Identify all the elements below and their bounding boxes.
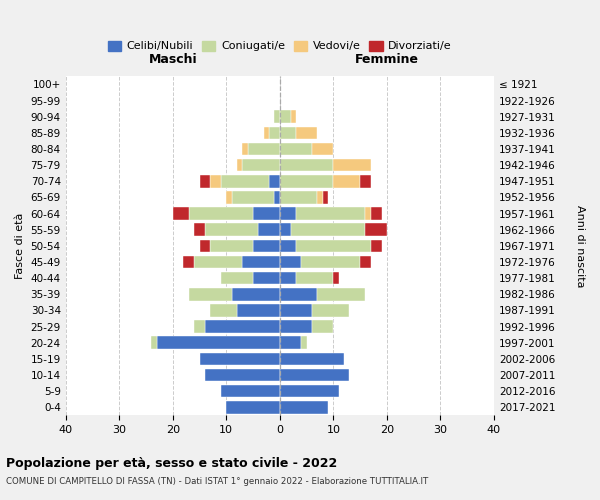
Y-axis label: Anni di nascita: Anni di nascita — [575, 204, 585, 287]
Bar — [237, 159, 242, 172]
Bar — [269, 175, 280, 188]
Bar — [189, 288, 232, 300]
Bar — [274, 110, 280, 123]
Bar — [237, 304, 280, 316]
Bar — [232, 191, 274, 203]
Bar — [253, 240, 280, 252]
Bar — [253, 208, 280, 220]
Bar — [301, 256, 360, 268]
Bar — [205, 320, 280, 333]
Bar — [365, 208, 371, 220]
Bar — [189, 208, 253, 220]
Bar — [290, 224, 365, 236]
Bar — [290, 110, 296, 123]
Bar — [360, 256, 371, 268]
Bar — [221, 272, 253, 284]
Bar — [259, 224, 280, 236]
Legend: Celibi/Nubili, Coniugati/e, Vedovi/e, Divorziati/e: Celibi/Nubili, Coniugati/e, Vedovi/e, Di… — [103, 36, 457, 56]
Bar — [280, 110, 290, 123]
Bar — [194, 256, 242, 268]
Text: COMUNE DI CAMPITELLO DI FASSA (TN) - Dati ISTAT 1° gennaio 2022 - Elaborazione T: COMUNE DI CAMPITELLO DI FASSA (TN) - Dat… — [6, 478, 428, 486]
Bar — [280, 368, 349, 381]
Bar — [360, 175, 371, 188]
Bar — [210, 175, 221, 188]
Bar — [226, 401, 280, 413]
Bar — [253, 272, 280, 284]
Bar — [280, 256, 301, 268]
Bar — [280, 385, 338, 398]
Bar — [248, 142, 280, 156]
Bar — [296, 208, 365, 220]
Bar — [242, 142, 248, 156]
Bar — [184, 256, 194, 268]
Text: Femmine: Femmine — [355, 53, 419, 66]
Bar — [371, 240, 382, 252]
Bar — [280, 320, 312, 333]
Bar — [280, 142, 312, 156]
Bar — [280, 159, 334, 172]
Bar — [221, 175, 269, 188]
Y-axis label: Fasce di età: Fasce di età — [15, 212, 25, 279]
Bar — [280, 304, 312, 316]
Text: Popolazione per età, sesso e stato civile - 2022: Popolazione per età, sesso e stato civil… — [6, 458, 337, 470]
Bar — [334, 159, 371, 172]
Bar — [312, 320, 334, 333]
Bar — [200, 352, 280, 365]
Bar — [200, 240, 210, 252]
Bar — [280, 240, 296, 252]
Bar — [274, 191, 280, 203]
Bar — [173, 208, 189, 220]
Bar — [312, 142, 334, 156]
Bar — [280, 272, 296, 284]
Bar — [205, 224, 259, 236]
Bar — [317, 288, 365, 300]
Bar — [280, 208, 296, 220]
Bar — [280, 191, 317, 203]
Bar — [269, 126, 280, 139]
Bar — [280, 288, 317, 300]
Bar — [221, 385, 280, 398]
Bar — [296, 126, 317, 139]
Bar — [280, 175, 334, 188]
Bar — [296, 272, 334, 284]
Bar — [323, 191, 328, 203]
Bar — [296, 240, 371, 252]
Bar — [210, 240, 253, 252]
Bar — [264, 126, 269, 139]
Bar — [312, 304, 349, 316]
Text: Maschi: Maschi — [148, 53, 197, 66]
Bar — [194, 320, 205, 333]
Bar — [151, 336, 157, 349]
Bar — [280, 336, 301, 349]
Bar — [200, 175, 210, 188]
Bar — [226, 191, 232, 203]
Bar — [365, 224, 387, 236]
Bar — [232, 288, 280, 300]
Bar — [280, 401, 328, 413]
Bar — [280, 352, 344, 365]
Bar — [301, 336, 307, 349]
Bar — [194, 224, 205, 236]
Bar — [242, 256, 280, 268]
Bar — [334, 175, 360, 188]
Bar — [210, 304, 237, 316]
Bar — [371, 208, 382, 220]
Bar — [242, 159, 280, 172]
Bar — [334, 272, 338, 284]
Bar — [280, 126, 296, 139]
Bar — [317, 191, 323, 203]
Bar — [205, 368, 280, 381]
Bar — [280, 224, 290, 236]
Bar — [157, 336, 280, 349]
